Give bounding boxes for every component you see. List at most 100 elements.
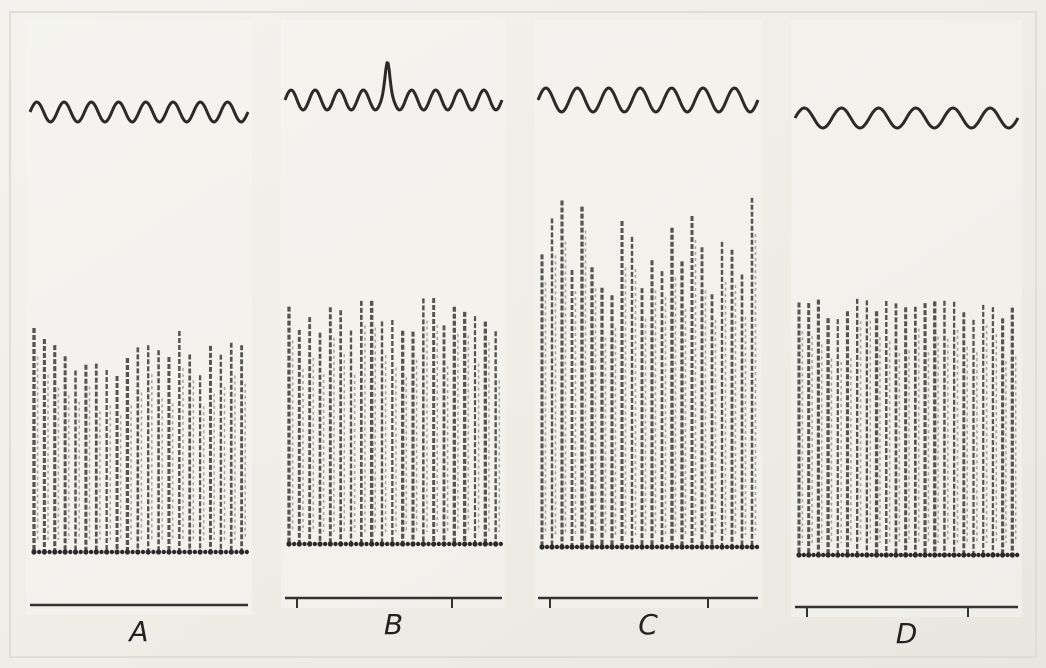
baseline-dot bbox=[114, 549, 119, 554]
baseline-dot bbox=[689, 544, 694, 549]
baseline-dot bbox=[971, 552, 976, 557]
baseline-dot bbox=[141, 550, 145, 554]
baseline-dot bbox=[452, 541, 457, 546]
baseline-dot bbox=[860, 553, 864, 557]
baseline-dot bbox=[462, 541, 467, 546]
baseline-dot bbox=[755, 545, 759, 549]
baseline-dot bbox=[870, 553, 874, 557]
baseline-dot bbox=[406, 542, 410, 546]
baseline-dot bbox=[379, 541, 384, 546]
baseline-dot bbox=[884, 552, 889, 557]
figure: A B C D bbox=[0, 0, 1046, 668]
panel: A bbox=[26, 20, 252, 648]
panel: D bbox=[791, 20, 1022, 650]
baseline-dot bbox=[893, 552, 898, 557]
baseline-dot bbox=[659, 544, 664, 549]
baseline-dot bbox=[307, 541, 312, 546]
baseline-dot bbox=[679, 544, 684, 549]
baseline-dot bbox=[338, 541, 343, 546]
baseline-dot bbox=[835, 552, 840, 557]
baseline-dot bbox=[675, 545, 679, 549]
baseline-dot bbox=[89, 550, 93, 554]
baseline-dot bbox=[151, 550, 155, 554]
panel-sheet bbox=[534, 20, 762, 608]
baseline-dot bbox=[961, 552, 966, 557]
baseline-dot bbox=[400, 541, 405, 546]
baseline-dot bbox=[197, 549, 202, 554]
baseline-dot bbox=[323, 542, 327, 546]
baseline-dot bbox=[58, 550, 62, 554]
baseline-dot bbox=[79, 550, 83, 554]
baseline-dot bbox=[615, 545, 619, 549]
baseline-dot bbox=[52, 549, 57, 554]
baseline-dot bbox=[996, 553, 1000, 557]
baseline-dot bbox=[879, 553, 883, 557]
baseline-dot bbox=[213, 550, 217, 554]
baseline-dot bbox=[831, 553, 835, 557]
baseline-dot bbox=[447, 542, 451, 546]
baseline-dot bbox=[68, 550, 72, 554]
baseline-dot bbox=[619, 544, 624, 549]
baseline-dot bbox=[745, 545, 749, 549]
baseline-dot bbox=[364, 542, 368, 546]
baseline-dot bbox=[177, 549, 182, 554]
baseline-dot bbox=[125, 549, 130, 554]
baseline-dot bbox=[369, 541, 374, 546]
baseline-dot bbox=[565, 545, 569, 549]
baseline-dot bbox=[120, 550, 124, 554]
baseline-dot bbox=[749, 544, 754, 549]
baseline-dot bbox=[966, 553, 970, 557]
baseline-dot bbox=[796, 552, 801, 557]
baseline-dot bbox=[825, 552, 830, 557]
baseline-dot bbox=[354, 542, 358, 546]
baseline-dot bbox=[421, 541, 426, 546]
baseline-dot bbox=[595, 545, 599, 549]
baseline-dot bbox=[899, 553, 903, 557]
baseline-dot bbox=[685, 545, 689, 549]
baseline-dot bbox=[605, 545, 609, 549]
panel-label: D bbox=[896, 617, 918, 650]
baseline-dot bbox=[918, 553, 922, 557]
baseline-dot bbox=[725, 545, 729, 549]
baseline-dot bbox=[705, 545, 709, 549]
panel: C bbox=[534, 20, 762, 641]
baseline-dot bbox=[908, 553, 912, 557]
baseline-dot bbox=[952, 552, 957, 557]
baseline-dot bbox=[850, 553, 854, 557]
baseline-dot bbox=[94, 549, 99, 554]
baseline-dot bbox=[816, 552, 821, 557]
baseline-dot bbox=[947, 553, 951, 557]
panel-label: B bbox=[384, 608, 403, 641]
baseline-dot bbox=[903, 552, 908, 557]
baseline-dot bbox=[302, 542, 306, 546]
baseline-dot bbox=[864, 552, 869, 557]
baseline-dot bbox=[729, 544, 734, 549]
panel: B bbox=[281, 20, 506, 641]
baseline-dot bbox=[874, 552, 879, 557]
baseline-dot bbox=[146, 549, 151, 554]
baseline-dot bbox=[855, 552, 860, 557]
panel-label: A bbox=[127, 615, 148, 648]
baseline-dot bbox=[313, 542, 317, 546]
baseline-dot bbox=[655, 545, 659, 549]
baseline-dot bbox=[569, 544, 574, 549]
baseline-dot bbox=[579, 544, 584, 549]
baseline-dot bbox=[182, 550, 186, 554]
baseline-dot bbox=[1000, 552, 1005, 557]
baseline-dot bbox=[928, 553, 932, 557]
baseline-dot bbox=[483, 541, 488, 546]
baseline-dot bbox=[639, 544, 644, 549]
baseline-dot bbox=[344, 542, 348, 546]
baseline-dot bbox=[37, 550, 41, 554]
baseline-dot bbox=[695, 545, 699, 549]
baseline-dot bbox=[286, 541, 291, 546]
baseline-dot bbox=[942, 552, 947, 557]
baseline-dot bbox=[555, 545, 559, 549]
baseline-dot bbox=[589, 544, 594, 549]
baseline-dot bbox=[635, 545, 639, 549]
baseline-dot bbox=[499, 542, 503, 546]
baseline-dot bbox=[73, 549, 78, 554]
baseline-dot bbox=[478, 542, 482, 546]
baseline-dot bbox=[375, 542, 379, 546]
baseline-dot bbox=[317, 541, 322, 546]
